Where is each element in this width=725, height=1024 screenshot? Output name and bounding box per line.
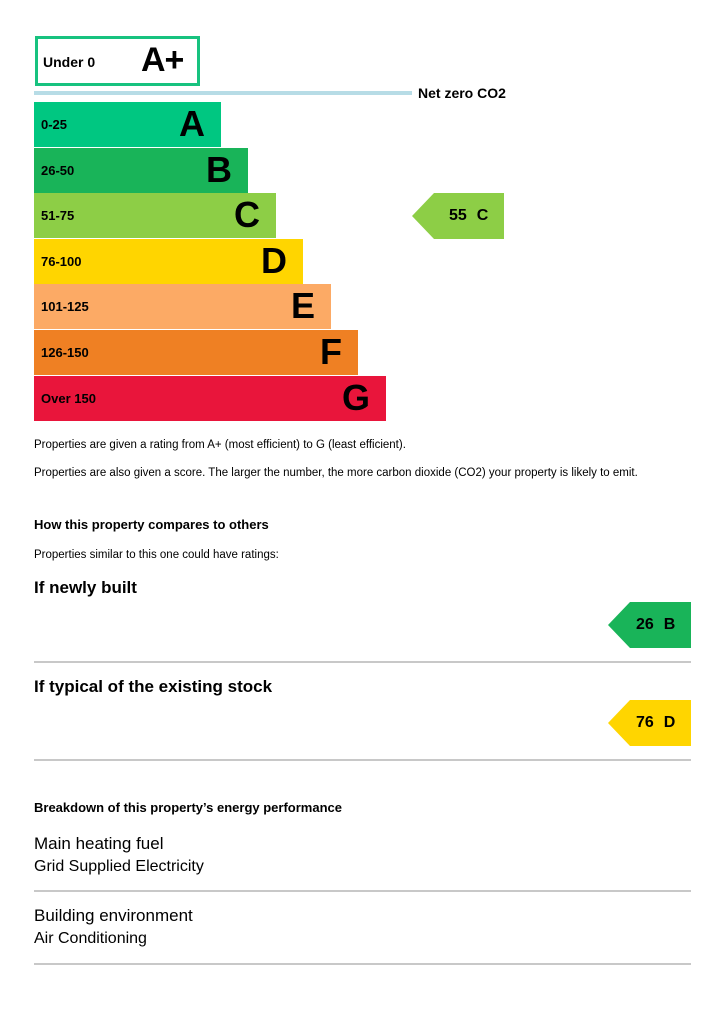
score-explanation: Properties are also given a score. The l… — [34, 467, 638, 479]
band-range-label: Under 0 — [43, 54, 96, 70]
typical-stock-rating-arrow: 76 D — [608, 700, 691, 746]
rating-score: 26 — [636, 616, 654, 633]
band-range-label: Over 150 — [41, 391, 96, 406]
rating-letter: B — [663, 616, 676, 633]
building-environment-value: Air Conditioning — [34, 930, 147, 947]
rating-band-c: 51-75 C — [34, 193, 276, 238]
net-zero-line — [34, 91, 412, 95]
main-heating-fuel-value: Grid Supplied Electricity — [34, 858, 204, 875]
compare-subtext: Properties similar to this one could hav… — [34, 549, 279, 561]
rating-band-a: 0-25 A — [34, 102, 221, 147]
band-letter: A — [179, 103, 205, 144]
building-environment-label: Building environment — [34, 906, 193, 925]
rating-explanation: Properties are given a rating from A+ (m… — [34, 439, 406, 451]
main-heating-fuel-label: Main heating fuel — [34, 834, 164, 853]
band-range-label: 101-125 — [41, 299, 89, 314]
new-build-label: If newly built — [34, 578, 137, 597]
band-letter: A+ — [141, 41, 184, 79]
rating-score: 55 — [449, 207, 467, 224]
rating-score: 76 — [636, 714, 654, 731]
rating-band-d: 76-100 D — [34, 239, 303, 284]
breakdown-heading: Breakdown of this property’s energy perf… — [34, 800, 342, 815]
band-range-label: 51-75 — [41, 208, 75, 223]
rating-band-g: Over 150 G — [34, 376, 386, 421]
band-letter: F — [320, 331, 342, 372]
new-build-rating-arrow: 26 B — [608, 602, 691, 648]
rating-band-b: 26-50 B — [34, 148, 248, 193]
divider — [34, 890, 691, 892]
rating-letter: C — [476, 207, 489, 224]
band-range-label: 76-100 — [41, 254, 82, 269]
divider — [34, 963, 691, 965]
net-zero-label: Net zero CO2 — [418, 85, 506, 101]
compare-heading: How this property compares to others — [34, 517, 269, 532]
band-range-label: 126-150 — [41, 345, 89, 360]
current-rating-arrow: 55 C — [412, 193, 504, 239]
rating-letter: D — [663, 714, 676, 731]
band-letter: C — [234, 194, 260, 235]
divider — [34, 759, 691, 761]
band-letter: D — [261, 240, 287, 281]
band-letter: G — [341, 377, 370, 418]
band-letter: E — [290, 285, 315, 326]
rating-band-f: 126-150 F — [34, 330, 358, 375]
band-letter: B — [206, 149, 232, 190]
band-range-label: 26-50 — [41, 163, 75, 178]
rating-band-e: 101-125 E — [34, 284, 331, 329]
rating-band-aplus: Under 0 A+ — [35, 36, 200, 86]
typical-stock-label: If typical of the existing stock — [34, 677, 273, 696]
divider — [34, 661, 691, 663]
band-range-label: 0-25 — [41, 117, 68, 132]
